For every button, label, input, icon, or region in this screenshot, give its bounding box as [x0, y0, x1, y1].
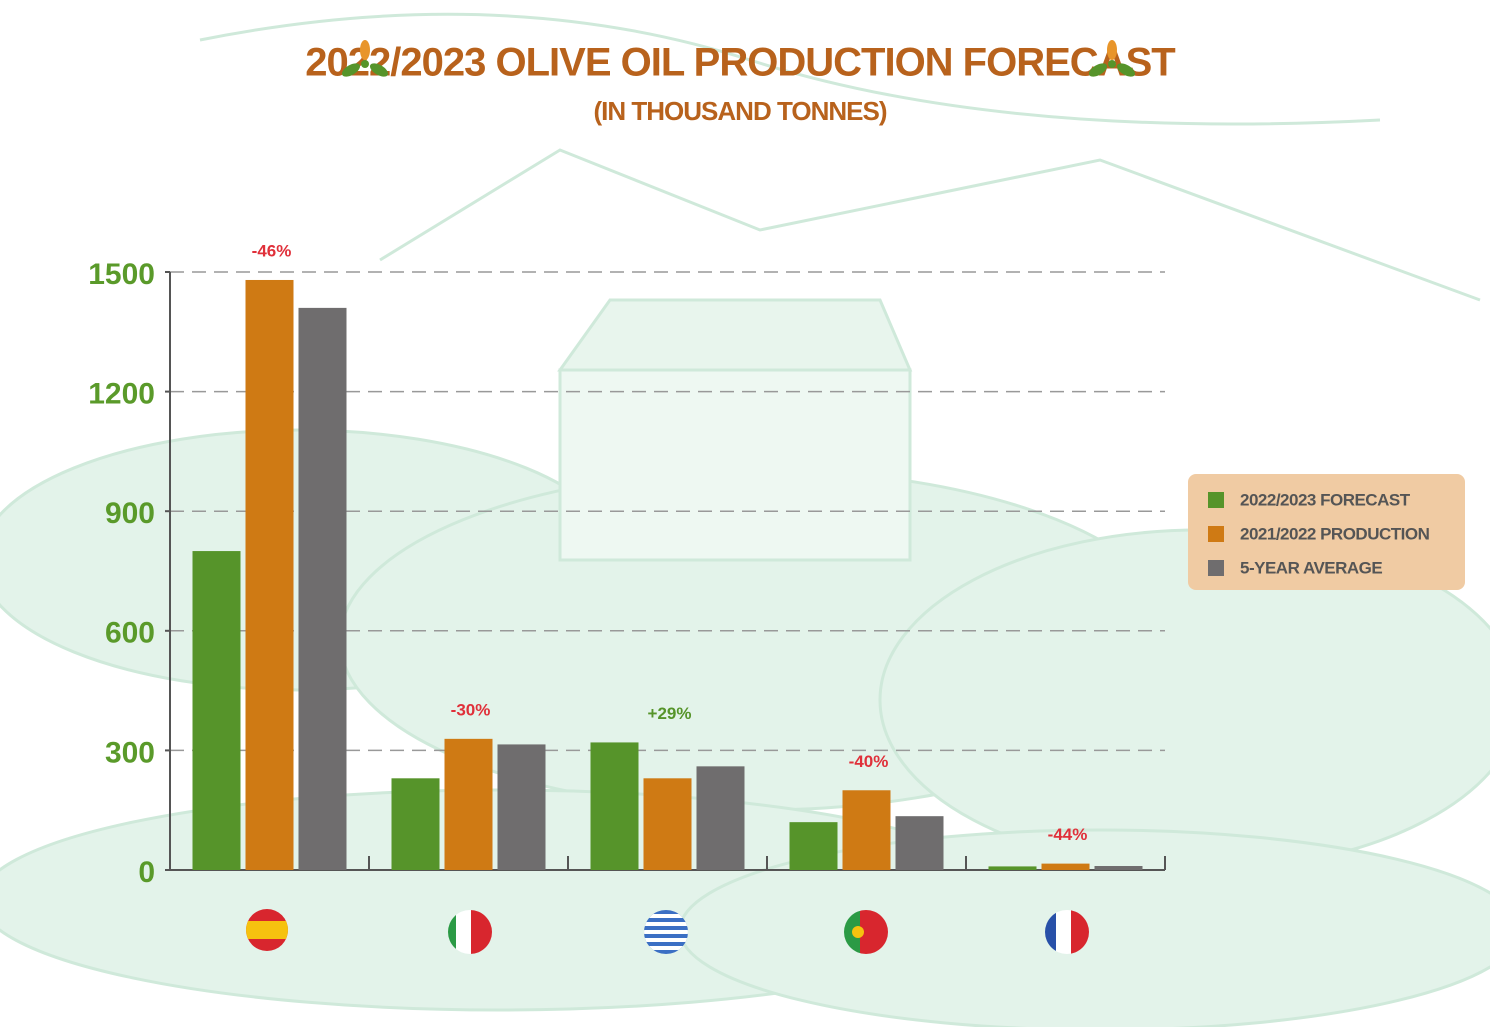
y-tick-label: 1500 [88, 258, 155, 291]
bar [590, 742, 639, 870]
y-tick-label: 1200 [88, 378, 155, 411]
bar [789, 822, 838, 870]
change-label: +29% [648, 704, 692, 723]
bar [988, 866, 1037, 870]
legend-label: 2021/2022 PRODUCTION [1240, 524, 1430, 543]
title-ornaments [341, 40, 1136, 77]
bar [245, 279, 294, 870]
bar [895, 816, 944, 870]
legend-box [1188, 474, 1465, 590]
legend-swatch [1208, 526, 1224, 542]
bar [444, 738, 493, 870]
bar [391, 778, 440, 870]
legend-swatch [1208, 492, 1224, 508]
change-label: -40% [849, 752, 889, 771]
y-tick-label: 600 [105, 617, 155, 650]
bar [192, 551, 241, 870]
legend-swatch [1208, 560, 1224, 576]
change-label: -30% [451, 700, 491, 719]
bar [1041, 863, 1090, 870]
bar [842, 790, 891, 870]
bar [497, 744, 546, 870]
bar [298, 307, 347, 870]
legend-label: 2022/2023 FORECAST [1240, 490, 1411, 509]
legend-label: 5-YEAR AVERAGE [1240, 558, 1382, 577]
bar [696, 766, 745, 870]
chart-subtitle: (IN THOUSAND TONNES) [594, 96, 887, 126]
chart-title: 2022/2023 OLIVE OIL PRODUCTION FORECAST [305, 41, 1175, 85]
change-label: -44% [1048, 825, 1088, 844]
bar [643, 778, 692, 870]
y-tick-label: 0 [138, 856, 155, 889]
bar [1094, 866, 1143, 870]
change-label: -46% [252, 241, 292, 260]
y-tick-label: 900 [105, 497, 155, 530]
y-tick-label: 300 [105, 736, 155, 769]
